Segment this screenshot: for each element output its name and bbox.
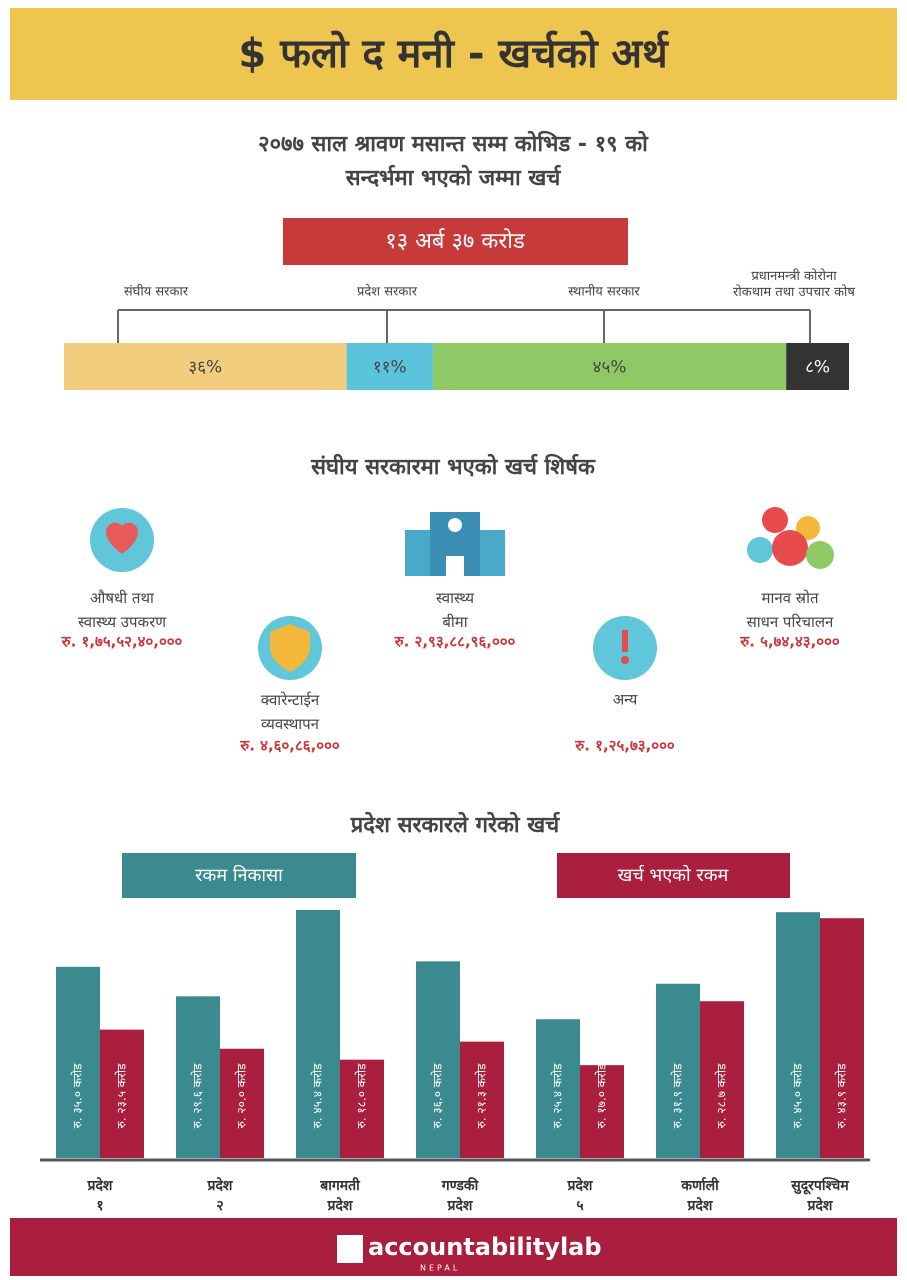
bar [536,1019,580,1158]
category-label: स्थानीय सरकार [568,284,640,300]
segment-label: ८% [805,358,830,378]
item-amount: रु. २,९३,८८,९६,००० [394,633,516,651]
icon-medicine [90,508,154,572]
bar-label: रु. २१.३ करोड [475,1063,489,1128]
segment [346,343,433,390]
section-title: संघीय सरकारमा भएको खर्च शिर्षक [310,453,596,480]
logo-mark [337,1235,363,1263]
bar-label: रु. २८.७ करोड [715,1063,729,1128]
segment [432,343,787,390]
bar-label: रु. २३.५ करोड [115,1063,129,1128]
segment [64,343,347,390]
x-tick-label: सुदूरपश्चिम प्रदेश [790,1177,849,1214]
item-label: औषधी तथा स्वास्थ्य उपकरण [78,589,167,631]
item-amount: रु. ४,६०,८६,००० [239,737,340,755]
item-amount: रु. १,२५,७३,००० [574,737,675,755]
bar-label: रु. १८.० करोड [355,1063,369,1128]
subtitle: २०७७ साल श्रावण मसान्त सम्म कोभिड - १९ क… [258,130,649,157]
category-label: प्रदेश सरकार [357,284,418,300]
x-tick-label: प्रदेश ५ [567,1177,593,1214]
bar [56,966,100,1158]
title: $ फलो द मनी - खर्चको अर्थ [238,30,669,77]
bar [416,961,460,1158]
total-box [283,218,628,265]
segment-label: ३६% [188,358,222,378]
legend-label: खर्च भएको रकम [618,864,730,886]
x-tick-label: बागमती प्रदेश [319,1177,361,1214]
icon-quarantine [258,616,322,680]
brand: accountabilitylab [368,1233,602,1261]
bar-label: रु. ४५.४ करोड [311,1063,325,1128]
x-tick-label: गण्डकी प्रदेश [441,1177,480,1214]
bar-label: रु. ३१.९ करोड [671,1063,685,1128]
icon-other [593,616,657,680]
chart-title: प्रदेश सरकारले गरेको खर्च [350,811,560,838]
segment-label: ४५% [593,358,627,378]
icon-hospital [405,512,505,576]
header-band [10,8,897,100]
bar [656,983,700,1158]
bar-label: रु. ४३.९ करोड [835,1063,849,1128]
bar [220,1048,264,1158]
bar-label: रु. २९.६ करोड [191,1063,205,1128]
bar-label: रु. १७.० करोड [595,1063,609,1128]
legend-box [122,853,356,898]
item-label: स्वास्थ्य बीमा [436,589,474,631]
x-tick-label: कर्णाली प्रदेश [680,1177,720,1214]
bar [580,1065,624,1158]
icon-hr [747,507,834,569]
bar [460,1041,504,1158]
legend-label: रकम निकासा [195,864,283,886]
bar [340,1059,384,1158]
legend-box [557,853,790,898]
item-label: मानव स्रोत साधन परिचालन [747,589,834,631]
bar [296,910,340,1158]
bar-label: रु. ४५.० करोड [791,1063,805,1128]
category-label: प्रधानमन्त्री कोरोना रोकथाम तथा उपचार कोष [733,268,855,300]
country: NEPAL [420,1264,460,1273]
category-label: संघीय सरकार [124,284,189,300]
item-amount: रु. १,७५,५२,४०,००० [61,633,183,651]
bar [100,1029,144,1158]
bar [776,912,820,1158]
bar-label: रु. २५.४ करोड [551,1063,565,1128]
bar [820,918,864,1158]
segment-label: ११% [373,358,407,378]
bar-label: रु. ३५.० करोड [71,1063,85,1128]
x-tick-label: प्रदेश १ [87,1177,113,1214]
x-tick-label: प्रदेश २ [207,1177,233,1214]
segment [786,343,849,390]
item-amount: रु. ५,७४,४३,००० [739,633,840,651]
bar-label: रु. ३६.० करोड [431,1063,445,1128]
bar [176,996,220,1158]
bar [700,1001,744,1158]
total: १३ अर्ब ३७ करोड [385,228,525,254]
subtitle: सन्दर्भमा भएको जम्मा खर्च [345,164,562,191]
bar-label: रु. २०.० करोड [235,1063,249,1128]
item-label: अन्य [613,691,638,709]
footer-band [10,1218,897,1276]
item-label: क्वारेन्टाईन व्यवस्थापन [261,691,320,733]
